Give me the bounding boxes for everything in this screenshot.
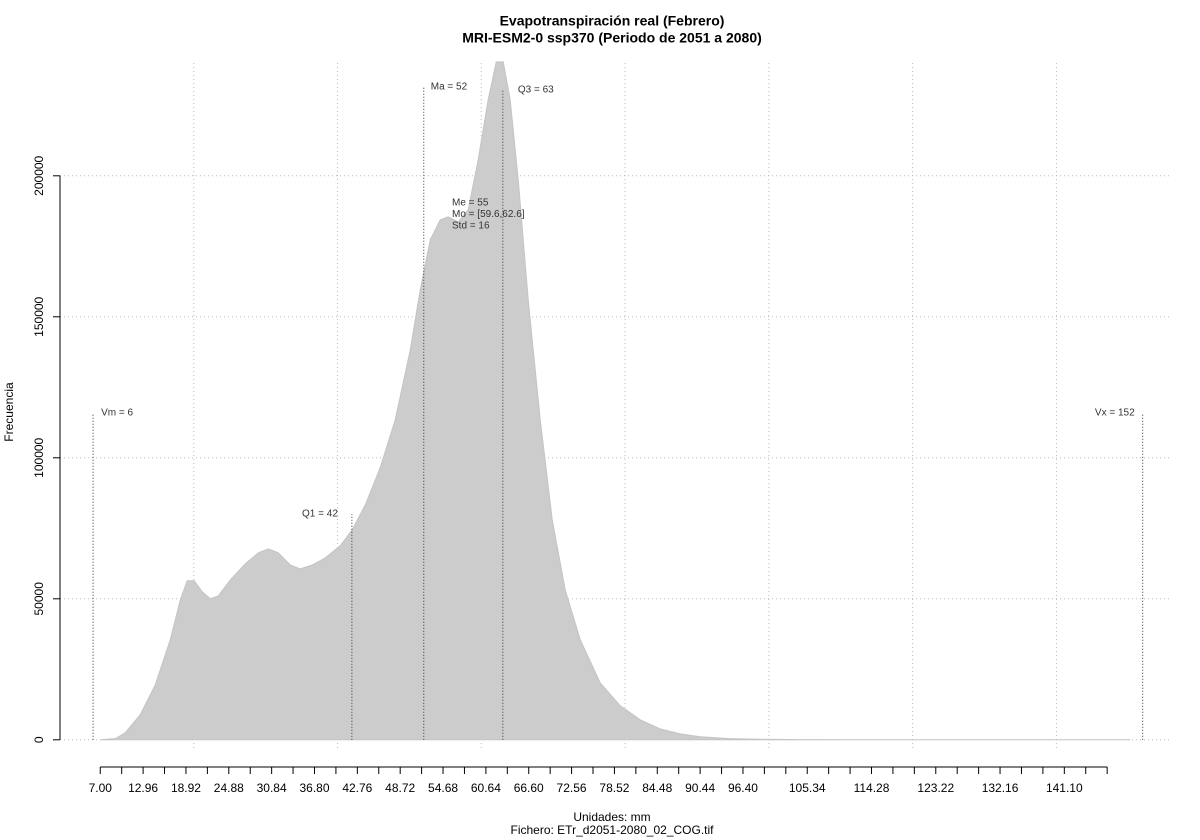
- y-tick-label: 200000: [32, 155, 46, 195]
- x-tick-label: 114.28: [854, 781, 890, 795]
- x-tick-label: 105.34: [789, 781, 826, 795]
- y-tick-label: 0: [32, 736, 46, 743]
- marker-label: Vm = 6: [101, 408, 133, 419]
- x-axis-label: Unidades: mm: [573, 810, 650, 824]
- caption: Fichero: ETr_d2051-2080_02_COG.tif: [511, 823, 715, 837]
- x-tick-label: 78.52: [599, 781, 629, 795]
- chart-subtitle: MRI-ESM2-0 ssp370 (Periodo de 2051 a 208…: [462, 30, 762, 46]
- y-axis-label: Frecuencia: [2, 382, 16, 442]
- marker-label: Vx = 152: [1095, 408, 1135, 419]
- density-area: [100, 61, 1131, 741]
- marker-label: Q1 = 42: [302, 509, 338, 520]
- y-tick-label: 50000: [32, 582, 46, 616]
- y-tick-label: 150000: [32, 296, 46, 336]
- x-tick-label: 24.88: [214, 781, 244, 795]
- x-tick-label: 18.92: [171, 781, 201, 795]
- stat-annotation: Mo = [59.6,62.6]: [452, 209, 525, 220]
- x-tick-label: 12.96: [128, 781, 158, 795]
- x-tick-label: 141.10: [1046, 781, 1083, 795]
- x-tick-label: 54.68: [428, 781, 458, 795]
- x-tick-label: 42.76: [342, 781, 372, 795]
- marker-label: Q3 = 63: [518, 85, 554, 96]
- x-tick-label: 60.64: [471, 781, 501, 795]
- x-tick-label: 36.80: [299, 781, 329, 795]
- x-tick-label: 96.40: [728, 781, 758, 795]
- x-tick-label: 72.56: [557, 781, 587, 795]
- x-tick-label: 84.48: [642, 781, 672, 795]
- x-tick-label: 48.72: [385, 781, 415, 795]
- x-tick-label: 7.00: [89, 781, 113, 795]
- x-tick-label: 90.44: [685, 781, 715, 795]
- x-tick-label: 132.16: [982, 781, 1019, 795]
- marker-label: Ma = 52: [431, 82, 468, 93]
- x-tick-label: 123.22: [917, 781, 954, 795]
- chart-title: Evapotranspiración real (Febrero): [500, 13, 725, 29]
- x-tick-label: 66.60: [514, 781, 544, 795]
- y-tick-label: 100000: [32, 437, 46, 477]
- x-tick-label: 30.84: [257, 781, 287, 795]
- stat-annotation: Std = 16: [452, 221, 490, 232]
- stat-annotation: Me = 55: [452, 198, 489, 209]
